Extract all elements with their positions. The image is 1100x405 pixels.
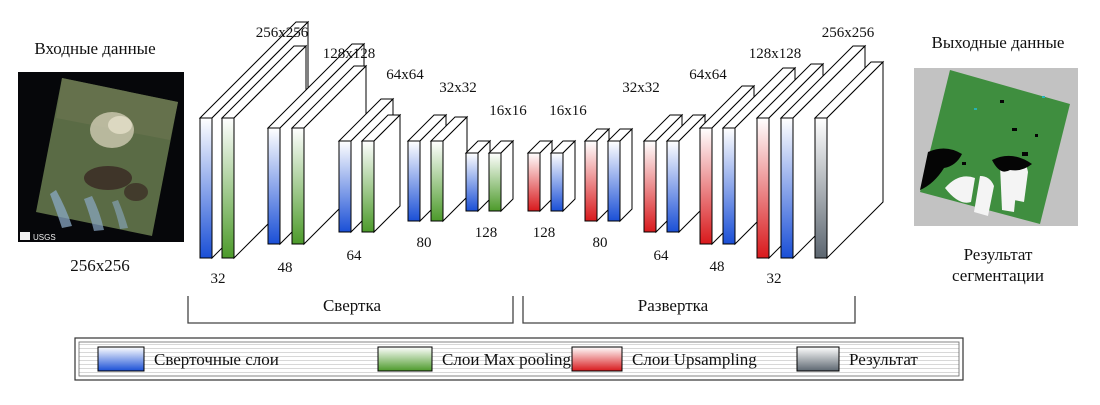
conv-layer-block — [606, 127, 634, 223]
legend-swatch — [571, 346, 623, 372]
upsampling-layer-block — [526, 139, 554, 213]
input-size-label: 256x256 — [70, 256, 130, 275]
encoder-bracket — [187, 296, 514, 324]
encoder-resolution-label: 64x64 — [386, 67, 424, 83]
legend-label: Слои Max pooling — [442, 350, 572, 369]
decoder-resolution-label: 16x16 — [549, 103, 587, 119]
legend-swatch — [796, 346, 840, 372]
legend-label: Результат — [849, 350, 918, 369]
decoder-channel-label: 64 — [654, 248, 670, 264]
encoder-channel-label: 32 — [211, 271, 226, 287]
usgs-watermark: USGS — [33, 233, 56, 242]
decoder-channel-label: 32 — [767, 271, 782, 287]
decoder-resolution-label: 128x128 — [749, 46, 802, 62]
maxpool-layer-block — [487, 139, 515, 213]
result-layer-block — [813, 60, 885, 260]
decoder-bracket — [522, 296, 856, 324]
input-title: Входные данные — [34, 39, 155, 58]
decoder-channel-label: 80 — [593, 235, 608, 251]
encoder-resolution-label: 128x128 — [323, 46, 376, 62]
output-title: Выходные данные — [932, 33, 1065, 52]
encoder-resolution-label: 16x16 — [489, 103, 527, 119]
legend-label: Сверточные слои — [154, 350, 279, 369]
conv-layer-block — [549, 139, 577, 213]
decoder-label: Развертка — [638, 296, 709, 315]
conv-layer-block — [665, 113, 707, 234]
decoder-channel-label: 48 — [710, 259, 725, 275]
encoder-channel-label: 80 — [417, 235, 432, 251]
decoder-resolution-label: 64x64 — [689, 67, 727, 83]
encoder-resolution-label: 256x256 — [256, 25, 309, 41]
maxpool-layer-block — [290, 64, 368, 246]
layer-blocks — [198, 20, 885, 260]
decoder-resolution-label: 32x32 — [622, 80, 660, 96]
decoder-channel-label: 128 — [533, 225, 556, 241]
encoder-resolution-label: 32x32 — [439, 80, 477, 96]
encoder-channel-label: 48 — [278, 260, 293, 276]
decoder-resolution-label: 256x256 — [822, 25, 875, 41]
legend: Сверточные слои Слои Max pooling Слои Upsa… — [74, 337, 964, 381]
maxpool-layer-block — [360, 113, 402, 234]
encoder-label: Свертка — [323, 296, 382, 315]
legend-swatch — [377, 346, 433, 372]
conv-layer-block — [464, 139, 492, 213]
encoder-channel-label: 128 — [475, 225, 498, 241]
maxpool-layer-block — [429, 115, 469, 223]
legend-label: Слои Upsampling — [632, 350, 757, 369]
output-caption-line1: Результат — [964, 245, 1033, 264]
input-satellite-image: USGS — [18, 72, 184, 242]
encoder-channel-label: 64 — [347, 248, 363, 264]
upsampling-layer-block — [583, 127, 611, 223]
legend-swatch — [97, 346, 145, 372]
output-caption-line2: сегментации — [952, 266, 1044, 285]
output-segmentation-image — [914, 68, 1078, 226]
